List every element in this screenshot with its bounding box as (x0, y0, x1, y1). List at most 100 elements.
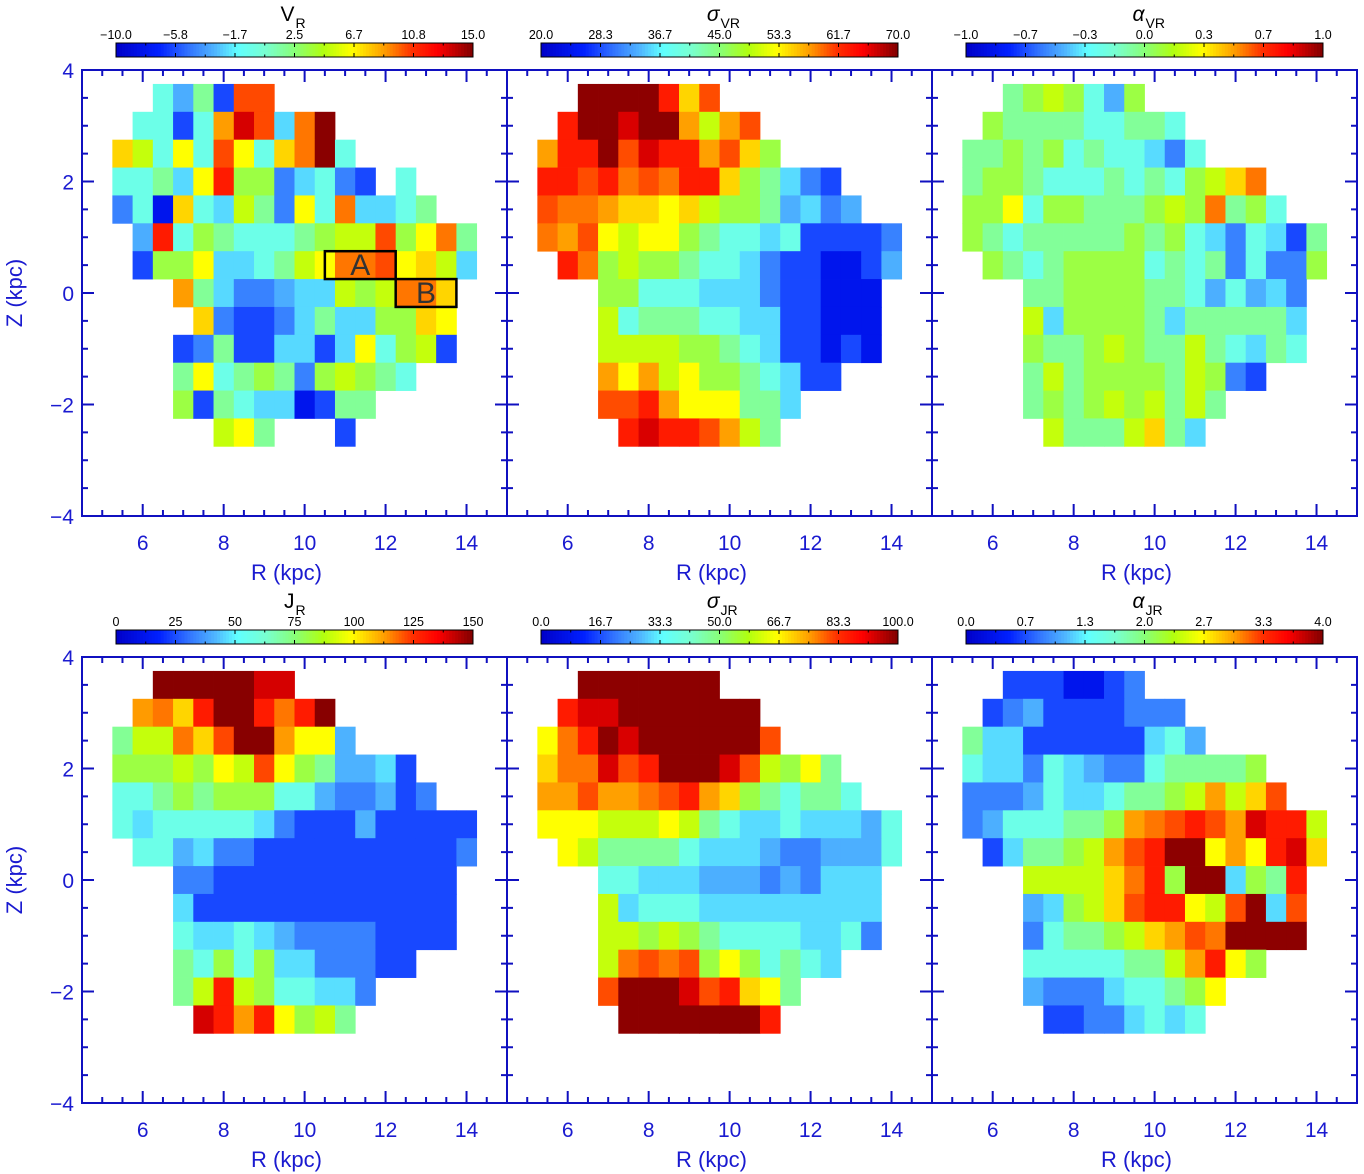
heatmap-cell (1205, 362, 1226, 391)
heatmap-cell (1164, 893, 1186, 923)
heatmap-cell (658, 111, 680, 141)
heatmap-cell (739, 418, 761, 447)
heatmap-cell (1225, 306, 1247, 336)
heatmap-cell (557, 139, 579, 168)
colorbar-swatch (1183, 43, 1187, 57)
colorbar-swatch (1260, 43, 1264, 57)
heatmap-cell (598, 306, 619, 336)
colorbar-swatch (380, 43, 385, 57)
colorbar-swatch (704, 630, 709, 644)
colorbar-tick-label: 150 (463, 615, 484, 629)
heatmap-cell (1144, 334, 1166, 364)
heatmap-cell (375, 782, 397, 811)
heatmap-cell (618, 921, 639, 951)
heatmap-cell (1104, 726, 1125, 755)
colorbar-swatch (354, 630, 358, 644)
colorbar-swatch (802, 630, 807, 644)
colorbar-swatch (1204, 630, 1208, 644)
colorbar-swatch (306, 630, 310, 644)
colorbar-swatch (621, 43, 625, 57)
colorbar-swatch (440, 43, 444, 57)
colorbar-swatch (612, 43, 616, 57)
colorbar-swatch (737, 630, 741, 644)
colorbar-swatch (416, 630, 420, 644)
heatmap-cell (334, 279, 356, 308)
heatmap-cell (213, 251, 235, 280)
heatmap-cell (274, 726, 295, 755)
heatmap-cell (739, 866, 761, 895)
colorbar-swatch (573, 630, 578, 644)
heatmap-cell (254, 195, 275, 224)
heatmap-cell (1002, 251, 1024, 280)
heatmap-cell (982, 754, 1004, 783)
heatmap-cell (1225, 810, 1247, 839)
colorbar-swatch (1019, 43, 1024, 57)
colorbar-swatch (148, 43, 153, 57)
heatmap-cell (658, 698, 680, 728)
heatmap-cell (334, 726, 356, 755)
colorbar-swatch (564, 630, 569, 644)
heatmap-cell (1023, 949, 1044, 978)
heatmap-cell (1245, 279, 1267, 308)
colorbar-swatch (237, 43, 242, 57)
heatmap-cell (152, 83, 174, 113)
heatmap-cell (577, 251, 599, 280)
colorbar-swatch (865, 630, 869, 644)
x-tick-label: 8 (1068, 532, 1080, 555)
colorbar-swatch (303, 43, 307, 57)
colorbar-swatch (270, 43, 275, 57)
heatmap-cell (820, 251, 842, 280)
heatmap-cell (679, 866, 700, 895)
heatmap-cell (1063, 334, 1085, 364)
heatmap-cell (334, 866, 356, 895)
heatmap-cell (132, 810, 154, 839)
heatmap-cell (699, 139, 720, 168)
colorbar-swatch (235, 630, 239, 644)
heatmap-cell (1023, 306, 1044, 336)
colorbar-swatch (232, 43, 236, 57)
colorbar-swatch (383, 43, 388, 57)
heatmap-cell (1164, 195, 1186, 224)
heatmap-cell (1124, 195, 1145, 224)
colorbar-swatch (826, 43, 831, 57)
heatmap-cell (577, 838, 599, 867)
heatmap-cell (254, 334, 275, 364)
heatmap-cell (1225, 251, 1247, 280)
heatmap-cell (436, 334, 457, 364)
colorbar-swatch (642, 43, 646, 57)
colorbar-swatch (404, 630, 409, 644)
heatmap-cell (679, 893, 700, 923)
heatmap-cell (314, 838, 336, 867)
heatmap-cell (1104, 279, 1125, 308)
colorbar-swatch (627, 43, 631, 57)
heatmap-cell (719, 139, 741, 168)
heatmap-cell (254, 418, 275, 447)
colorbar-swatch (704, 43, 709, 57)
colorbar-swatch (755, 630, 759, 644)
colorbar-swatch (1242, 43, 1247, 57)
colorbar-swatch (621, 630, 625, 644)
colorbar-swatch (401, 43, 406, 57)
heatmap-cell (1245, 167, 1267, 196)
colorbar-swatch (567, 43, 572, 57)
heatmap-cell (840, 782, 862, 811)
heatmap-cell (294, 111, 316, 141)
heatmap-cell (1083, 698, 1105, 728)
colorbar-swatch (764, 630, 768, 644)
colorbar-swatch (1070, 43, 1074, 57)
colorbar-swatch (1150, 43, 1154, 57)
colorbar-swatch (752, 43, 756, 57)
heatmap-cell (173, 949, 194, 978)
colorbar-swatch (829, 43, 834, 57)
heatmap-cell (1002, 223, 1024, 252)
colorbar-tick-label: 2.0 (1136, 615, 1153, 629)
colorbar-swatch (734, 630, 738, 644)
heatmap-cell (1225, 167, 1247, 196)
colorbar-swatch (612, 630, 616, 644)
heatmap-cell (1245, 251, 1267, 280)
heatmap-cell (334, 782, 356, 811)
heatmap-cell (274, 670, 295, 700)
heatmap-cell (152, 139, 174, 168)
heatmap-cell (1104, 893, 1125, 923)
heatmap-cell (759, 810, 781, 839)
